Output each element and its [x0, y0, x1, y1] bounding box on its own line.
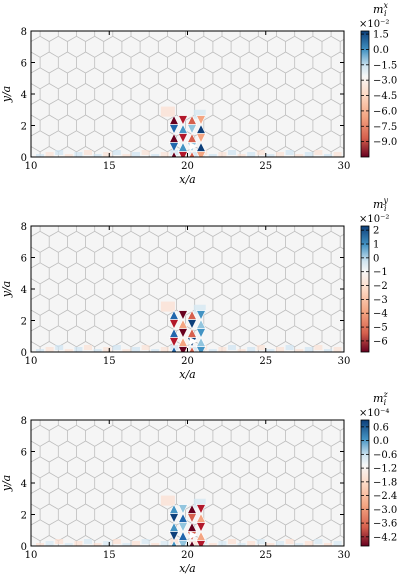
x-tick-label: 30	[338, 550, 351, 561]
x-tick-label: 30	[338, 161, 351, 172]
y-tick-label: 8	[21, 27, 27, 38]
colorbar-tick-label: 0.0	[373, 45, 389, 56]
panel-2: 10 15 20 25 3002468x/ay/a210−1−2−3−4−5−6×10⁻…	[0, 196, 389, 381]
core-pattern	[169, 309, 206, 352]
colorbar-tick-label: −3.0	[373, 76, 397, 87]
colorbar: 1.5 0.0 −1.5 −3.0 −4.5 −6.0 −7.5 −9.0 ×10⁻²mx i	[359, 1, 397, 158]
x-tick-label: 30	[338, 356, 351, 367]
x-tick-label: 15	[103, 161, 116, 172]
y-tick-label: 2	[21, 511, 27, 522]
colorbar-multiplier: ×10⁻²	[359, 214, 389, 225]
colorbar-title: my i	[373, 196, 388, 213]
background-signal	[36, 106, 342, 157]
honeycomb-lattice	[31, 226, 344, 352]
x-axis-label: x/a	[179, 173, 195, 186]
panel-3: 10 15 20 25 30 0 2 4 6 8 x/a y/a 0.6 0.0 −0.6 −1.2 −1.8 −…	[0, 390, 397, 575]
plot-area	[31, 31, 344, 157]
y-tick-label: 6	[21, 59, 27, 70]
y-tick-label: 6	[21, 254, 27, 265]
colorbar-tick-label: −0.6	[373, 450, 397, 461]
x-axis-label: x/a	[179, 562, 195, 575]
x-tick-label: 15	[103, 356, 116, 367]
y-axis-label: y/a	[0, 475, 13, 492]
colorbar-tick-label: −9.0	[373, 137, 397, 148]
y-tick-label: 2	[21, 122, 27, 133]
core-pattern	[169, 503, 206, 546]
colorbar-tick-label: −4.2	[373, 532, 397, 543]
colorbar-tick-label: −7.5	[373, 122, 397, 133]
y-tick-label: 0	[21, 542, 27, 553]
honeycomb-lattice	[31, 31, 344, 157]
x-axis-label: x/a	[179, 368, 195, 381]
x-tick-label: 20	[181, 161, 194, 172]
colorbar-tick-label: −4.5	[373, 91, 397, 102]
colorbar-tick-label: 1.5	[373, 30, 389, 41]
colorbar-tick-label: 0	[373, 253, 379, 264]
colorbar-multiplier: ×10⁻²	[359, 19, 389, 30]
colorbar-tick-label: −3	[373, 295, 388, 306]
y-axis-label: y/a	[0, 281, 13, 298]
y-tick-label: 0	[21, 348, 27, 359]
y-tick-label: 4	[21, 90, 27, 101]
colorbar-tick-label: −4	[373, 309, 388, 320]
colorbar: 2 1 0 −1 −2 −3 −4 −5 −6 ×10⁻²my i	[359, 196, 389, 353]
colorbar-title: mx i	[373, 1, 388, 18]
colorbar: 0.6 0.0 −0.6 −1.2 −1.8 −2.4 −3.0 −3.6 −4.2 ×10⁻⁴m…	[359, 390, 397, 547]
colorbar-multiplier: ×10⁻⁴	[359, 408, 389, 419]
y-tick-label: 8	[21, 416, 27, 427]
plot-area	[31, 226, 344, 352]
x-tick-label: 25	[259, 550, 272, 561]
x-tick-label: 15	[103, 550, 116, 561]
colorbar-tick-label: 2	[373, 226, 379, 237]
colorbar-tick-label: 0.0	[373, 436, 389, 447]
colorbar-gradient	[360, 30, 370, 158]
plot-area	[31, 420, 344, 546]
y-tick-label: 2	[21, 317, 27, 328]
colorbar-tick-label: −2	[373, 281, 388, 292]
x-tick-label: 25	[259, 356, 272, 367]
y-tick-label: 4	[21, 285, 27, 296]
colorbar-tick-label: −1.8	[373, 477, 397, 488]
y-tick-label: 8	[21, 222, 27, 233]
colorbar-tick-label: 0.6	[373, 422, 389, 433]
y-tick-label: 6	[21, 448, 27, 459]
colorbar-tick-label: −5	[373, 323, 388, 334]
panel-1: 10 15 20 25 30 0 2 4 6 8 x/a y/a 1.5 0.0 −1.5 −3.0 −4.5 −…	[0, 1, 397, 186]
x-tick-label: 10	[25, 161, 38, 172]
x-tick-label: 10	[25, 550, 38, 561]
colorbar-tick-label: −3.6	[373, 519, 397, 530]
colorbar-tick-label: −1.5	[373, 60, 397, 71]
colorbar-tick-label: −2.4	[373, 491, 397, 502]
colorbar-tick-label: −3.0	[373, 505, 397, 516]
x-tick-label: 25	[259, 161, 272, 172]
y-tick-label: 4	[21, 479, 27, 490]
colorbar-title: mz i	[373, 390, 388, 407]
core-pattern	[169, 114, 206, 157]
x-tick-label: 10	[25, 356, 38, 367]
x-tick-label: 20	[181, 356, 194, 367]
honeycomb-lattice	[31, 420, 344, 546]
colorbar-tick-label: −6	[373, 336, 388, 347]
colorbar-tick-label: −1.2	[373, 464, 397, 475]
y-axis-label: y/a	[0, 86, 13, 103]
y-tick-label: 0	[21, 153, 27, 164]
colorbar-gradient	[360, 419, 370, 547]
x-tick-label: 20	[181, 550, 194, 561]
colorbar-gradient	[360, 225, 370, 353]
colorbar-tick-label: −6.0	[373, 106, 397, 117]
colorbar-tick-label: 1	[373, 240, 379, 251]
colorbar-tick-label: −1	[373, 267, 388, 278]
